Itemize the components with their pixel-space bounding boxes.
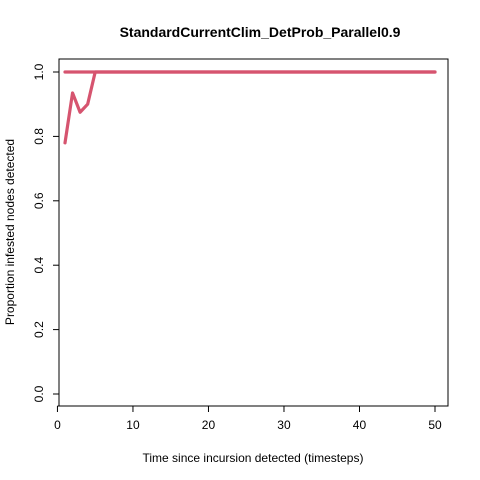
series-layer — [63, 70, 437, 145]
x-tick-label: 10 — [126, 418, 140, 432]
x-tick-label: 50 — [428, 418, 442, 432]
y-tick-label: 0.0 — [32, 385, 46, 402]
y-tick-label: 0.8 — [32, 128, 46, 145]
y-axis: 0.0 0.2 0.4 0.6 0.8 1.0 — [32, 63, 60, 402]
y-tick-label: 0.6 — [32, 192, 46, 209]
series-line-1 — [63, 70, 437, 145]
chart-title: StandardCurrentClim_DetProb_Parallel0.9 — [120, 24, 401, 40]
x-axis: 0 10 20 30 40 50 — [54, 405, 442, 432]
x-tick-label: 0 — [54, 418, 61, 432]
y-tick-label: 0.4 — [32, 257, 46, 274]
y-tick-label: 0.2 — [32, 321, 46, 338]
y-tick-label: 1.0 — [32, 63, 46, 80]
y-axis-label: Proportion infested nodes detected — [3, 139, 17, 325]
x-axis-label: Time since incursion detected (timesteps… — [143, 451, 364, 465]
x-tick-label: 30 — [277, 418, 291, 432]
x-tick-label: 20 — [202, 418, 216, 432]
plot-frame — [58, 58, 449, 407]
x-tick-label: 40 — [353, 418, 367, 432]
